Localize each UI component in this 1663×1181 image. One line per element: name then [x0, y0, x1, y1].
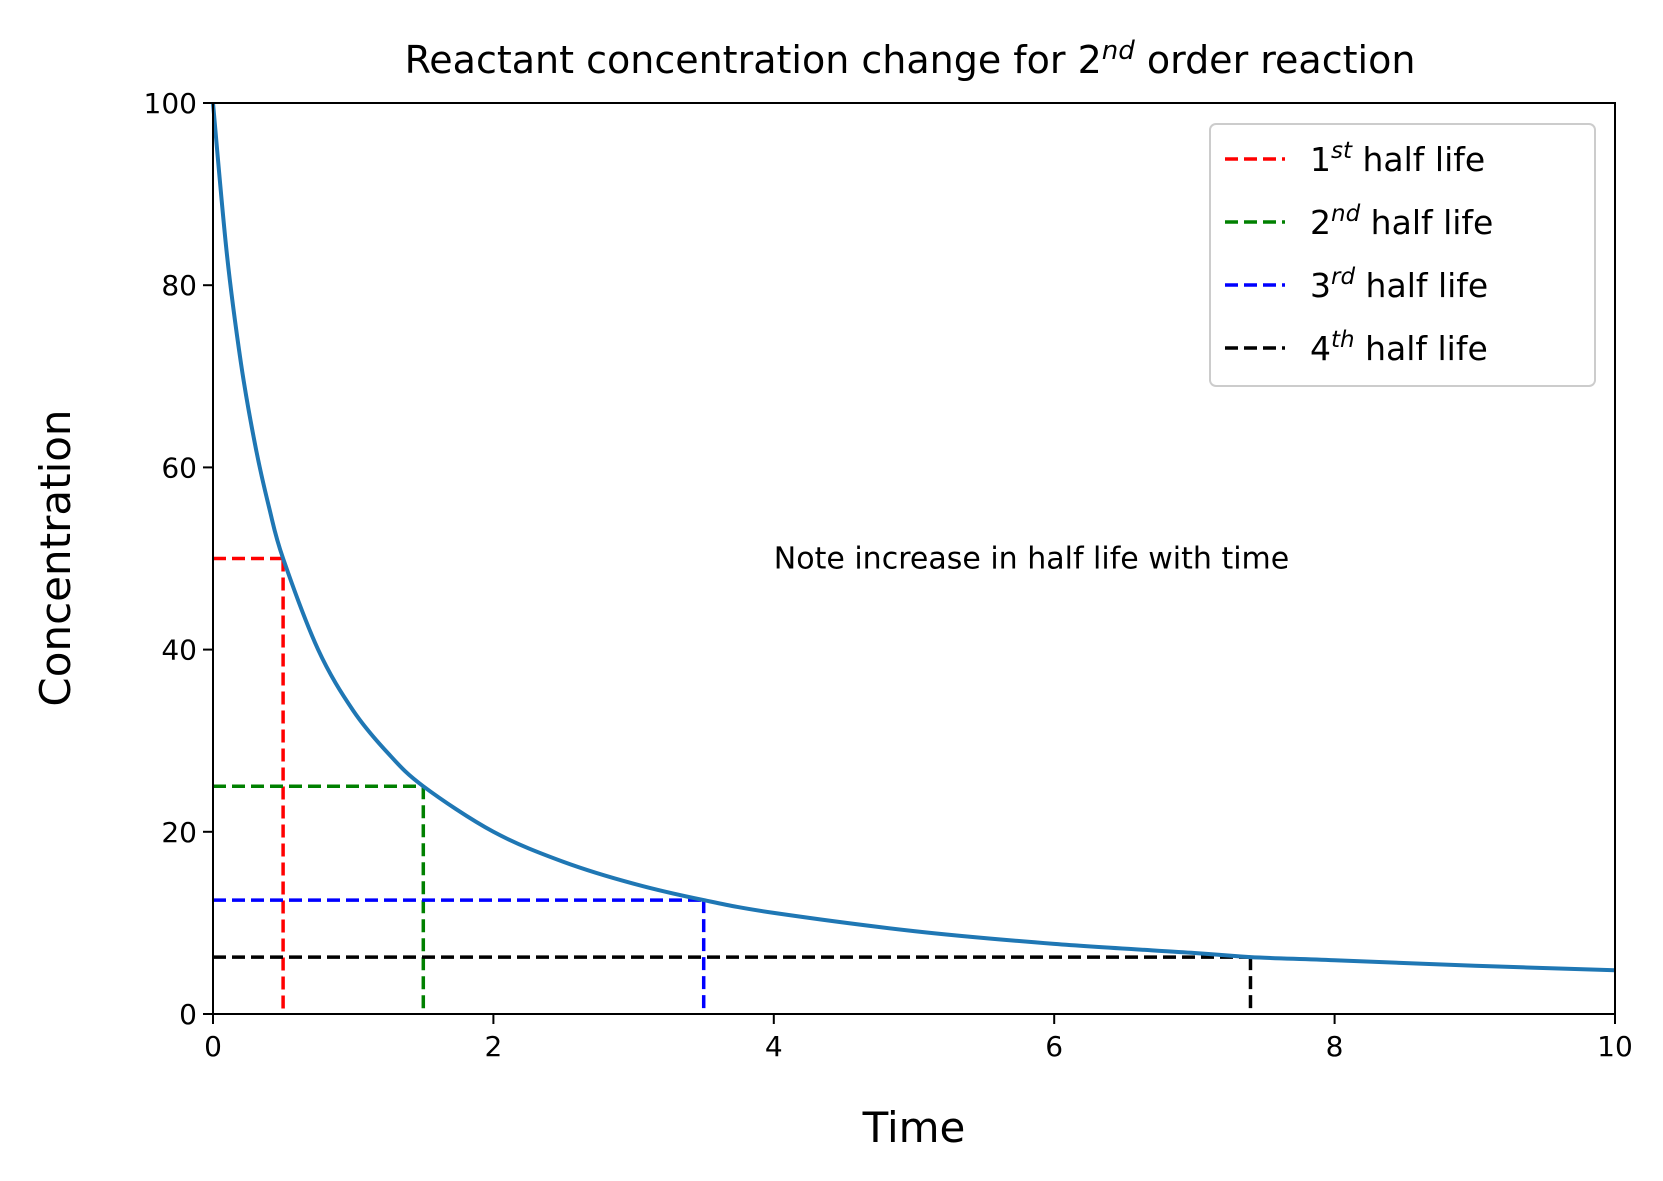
y-tick-label: 60 [161, 451, 197, 484]
legend-entry-1: 1st half life [1310, 138, 1485, 179]
legend: 1st half life 2nd half life 3rd half life 4… [1209, 123, 1596, 387]
legend-entry-4: 4th half life [1310, 327, 1488, 368]
plot-lines [211, 102, 1616, 1014]
x-axis-ticks: 0 2 4 6 8 10 [204, 1014, 1633, 1063]
legend-entry-2: 2nd half life [1310, 201, 1493, 242]
chart-annotation: Note increase in half life with time [774, 542, 1289, 577]
x-axis-label: Time [862, 1103, 966, 1152]
y-tick-label: 80 [161, 269, 197, 302]
x-tick-label: 10 [1597, 1030, 1633, 1063]
y-axis-ticks: 0 20 40 60 80 100 [144, 87, 213, 1031]
legend-box [1209, 123, 1596, 387]
x-tick-label: 0 [204, 1030, 222, 1063]
legend-entry-3: 3rd half life [1310, 264, 1488, 305]
x-tick-label: 6 [1045, 1030, 1063, 1063]
y-tick-label: 40 [161, 634, 197, 667]
concentration-curve [211, 102, 1616, 973]
x-tick-label: 4 [765, 1030, 783, 1063]
y-tick-label: 20 [161, 816, 197, 849]
plot-frame [212, 102, 1616, 1015]
y-tick-label: 100 [144, 87, 197, 120]
y-tick-label: 0 [179, 998, 197, 1031]
x-tick-label: 2 [484, 1030, 502, 1063]
x-tick-label: 8 [1326, 1030, 1344, 1063]
chart-title: Reactant concentration change for 2nd or… [405, 36, 1416, 82]
y-axis-label: Concentration [31, 409, 80, 706]
